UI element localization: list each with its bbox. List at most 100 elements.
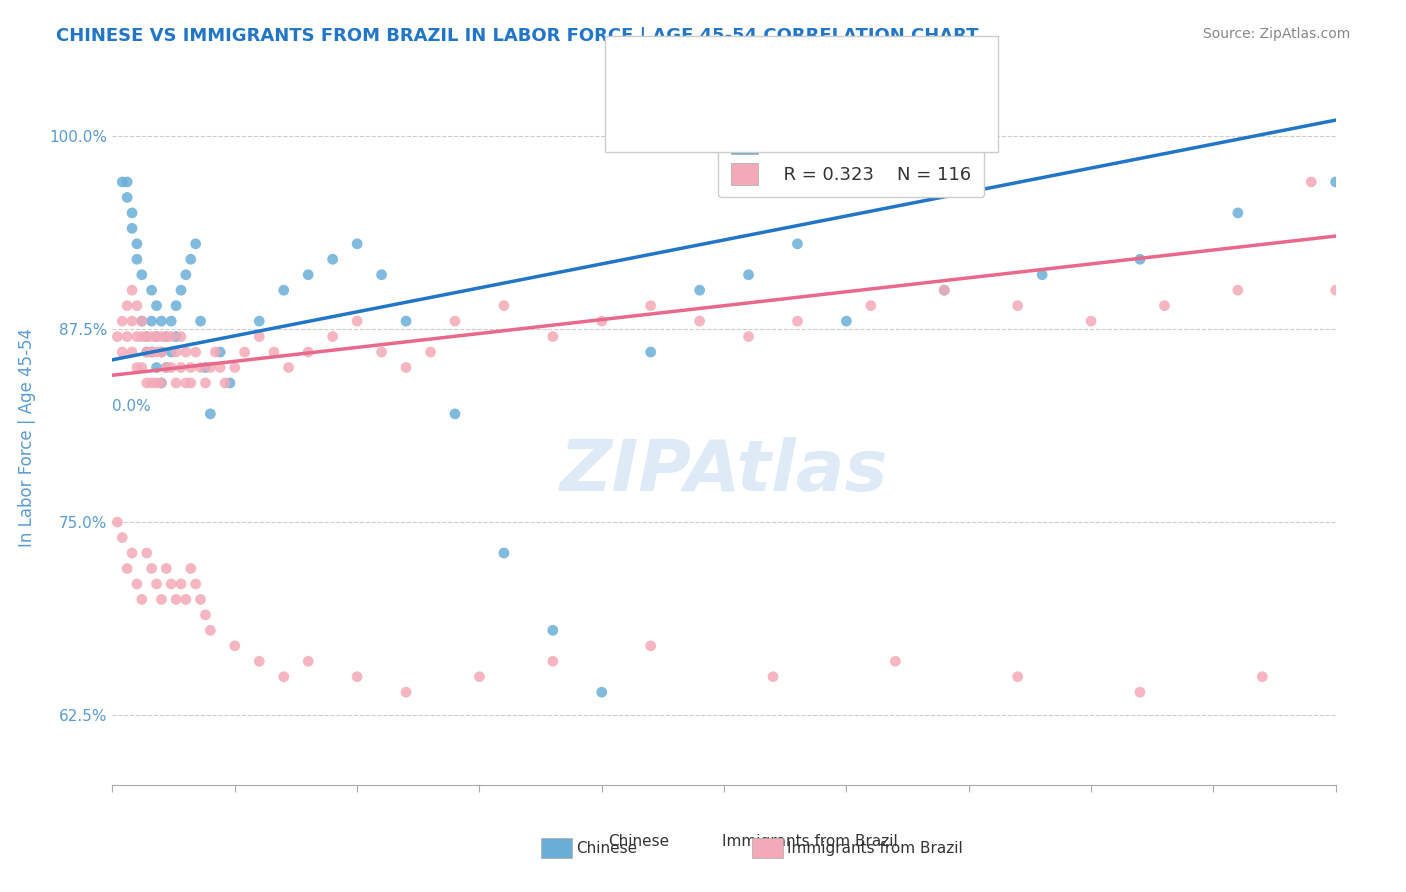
Point [689, 314, 711, 328]
Point [835, 314, 858, 328]
Point [141, 329, 163, 343]
Point [170, 283, 193, 297]
Point [297, 268, 319, 282]
Point [155, 561, 177, 575]
Point [160, 314, 183, 328]
Point [689, 283, 711, 297]
Point [150, 329, 173, 343]
Point [541, 624, 564, 638]
Point [273, 670, 295, 684]
Point [346, 236, 368, 251]
Point [297, 654, 319, 668]
Point [150, 345, 173, 359]
Point [150, 345, 173, 359]
Point [141, 376, 163, 390]
Point [395, 314, 418, 328]
Point [160, 345, 183, 359]
Point [297, 345, 319, 359]
Point [135, 345, 157, 359]
Point [541, 654, 564, 668]
Text: ZIPAtlas: ZIPAtlas [560, 437, 889, 507]
Point [209, 345, 232, 359]
Point [145, 299, 167, 313]
Point [1129, 252, 1152, 267]
Point [150, 376, 173, 390]
Point [1226, 283, 1249, 297]
Point [160, 329, 183, 343]
Point [219, 376, 242, 390]
Point [121, 283, 143, 297]
Point [131, 314, 153, 328]
Point [346, 314, 368, 328]
Point [165, 329, 187, 343]
Point [247, 329, 270, 343]
Point [492, 546, 515, 560]
Point [1007, 670, 1029, 684]
Point [884, 654, 907, 668]
Point [145, 376, 167, 390]
Point [419, 345, 441, 359]
Point [194, 360, 217, 375]
Point [145, 360, 167, 375]
Point [224, 360, 246, 375]
Point [184, 236, 207, 251]
Point [170, 360, 193, 375]
Point [155, 329, 177, 343]
Point [174, 268, 197, 282]
Point [273, 283, 295, 297]
Point [105, 329, 128, 343]
Point [859, 299, 882, 313]
Point [141, 345, 163, 359]
Point [224, 639, 246, 653]
Point [145, 329, 167, 343]
Point [170, 329, 193, 343]
Text: Chinese: Chinese [607, 834, 669, 848]
Point [762, 670, 785, 684]
Point [150, 376, 173, 390]
Point [346, 670, 368, 684]
Point [111, 314, 134, 328]
Point [263, 345, 285, 359]
Point [121, 206, 143, 220]
Point [190, 360, 212, 375]
Point [395, 360, 418, 375]
Point [786, 236, 808, 251]
Point [209, 360, 232, 375]
Point [934, 283, 956, 297]
Point [180, 561, 202, 575]
Point [145, 329, 167, 343]
Point [737, 268, 759, 282]
Point [115, 329, 138, 343]
Point [190, 314, 212, 328]
Point [1153, 299, 1175, 313]
Text: Immigrants from Brazil: Immigrants from Brazil [787, 841, 963, 855]
Point [468, 670, 491, 684]
Point [160, 360, 183, 375]
Point [370, 345, 392, 359]
Point [174, 376, 197, 390]
Point [105, 515, 128, 529]
Point [1324, 283, 1347, 297]
Text: Source: ZipAtlas.com: Source: ZipAtlas.com [1202, 27, 1350, 41]
Point [214, 376, 236, 390]
Point [1226, 206, 1249, 220]
Point [155, 360, 177, 375]
Point [155, 360, 177, 375]
Point [165, 592, 187, 607]
Text: 0.0%: 0.0% [112, 399, 152, 414]
Point [115, 299, 138, 313]
Point [141, 283, 163, 297]
Point [1080, 314, 1102, 328]
Point [492, 299, 515, 313]
Point [184, 577, 207, 591]
Point [1031, 268, 1053, 282]
Point [121, 221, 143, 235]
Point [1301, 175, 1323, 189]
Point [322, 252, 344, 267]
Point [145, 577, 167, 591]
Point [135, 329, 157, 343]
Point [640, 299, 662, 313]
Point [1251, 670, 1274, 684]
Point [204, 345, 226, 359]
Point [131, 360, 153, 375]
